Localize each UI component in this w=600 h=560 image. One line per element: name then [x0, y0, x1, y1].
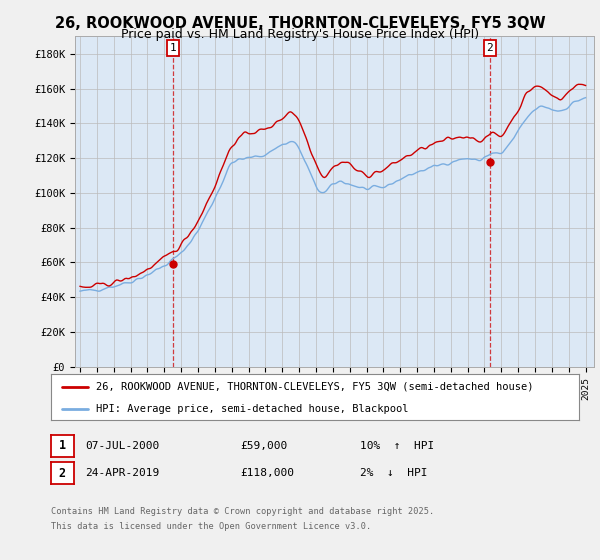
Text: This data is licensed under the Open Government Licence v3.0.: This data is licensed under the Open Gov… [51, 522, 371, 531]
Text: 2%  ↓  HPI: 2% ↓ HPI [360, 468, 427, 478]
Text: 1: 1 [59, 439, 66, 452]
Text: 26, ROOKWOOD AVENUE, THORNTON-CLEVELEYS, FY5 3QW (semi-detached house): 26, ROOKWOOD AVENUE, THORNTON-CLEVELEYS,… [96, 382, 533, 392]
Text: 10%  ↑  HPI: 10% ↑ HPI [360, 441, 434, 451]
Text: 07-JUL-2000: 07-JUL-2000 [85, 441, 160, 451]
Text: 24-APR-2019: 24-APR-2019 [85, 468, 160, 478]
Text: HPI: Average price, semi-detached house, Blackpool: HPI: Average price, semi-detached house,… [96, 404, 409, 413]
Text: £118,000: £118,000 [240, 468, 294, 478]
Text: £59,000: £59,000 [240, 441, 287, 451]
Text: 2: 2 [487, 43, 493, 53]
Text: 1: 1 [170, 43, 176, 53]
Text: Price paid vs. HM Land Registry's House Price Index (HPI): Price paid vs. HM Land Registry's House … [121, 28, 479, 41]
Text: 26, ROOKWOOD AVENUE, THORNTON-CLEVELEYS, FY5 3QW: 26, ROOKWOOD AVENUE, THORNTON-CLEVELEYS,… [55, 16, 545, 31]
Text: 2: 2 [59, 466, 66, 480]
Text: Contains HM Land Registry data © Crown copyright and database right 2025.: Contains HM Land Registry data © Crown c… [51, 507, 434, 516]
